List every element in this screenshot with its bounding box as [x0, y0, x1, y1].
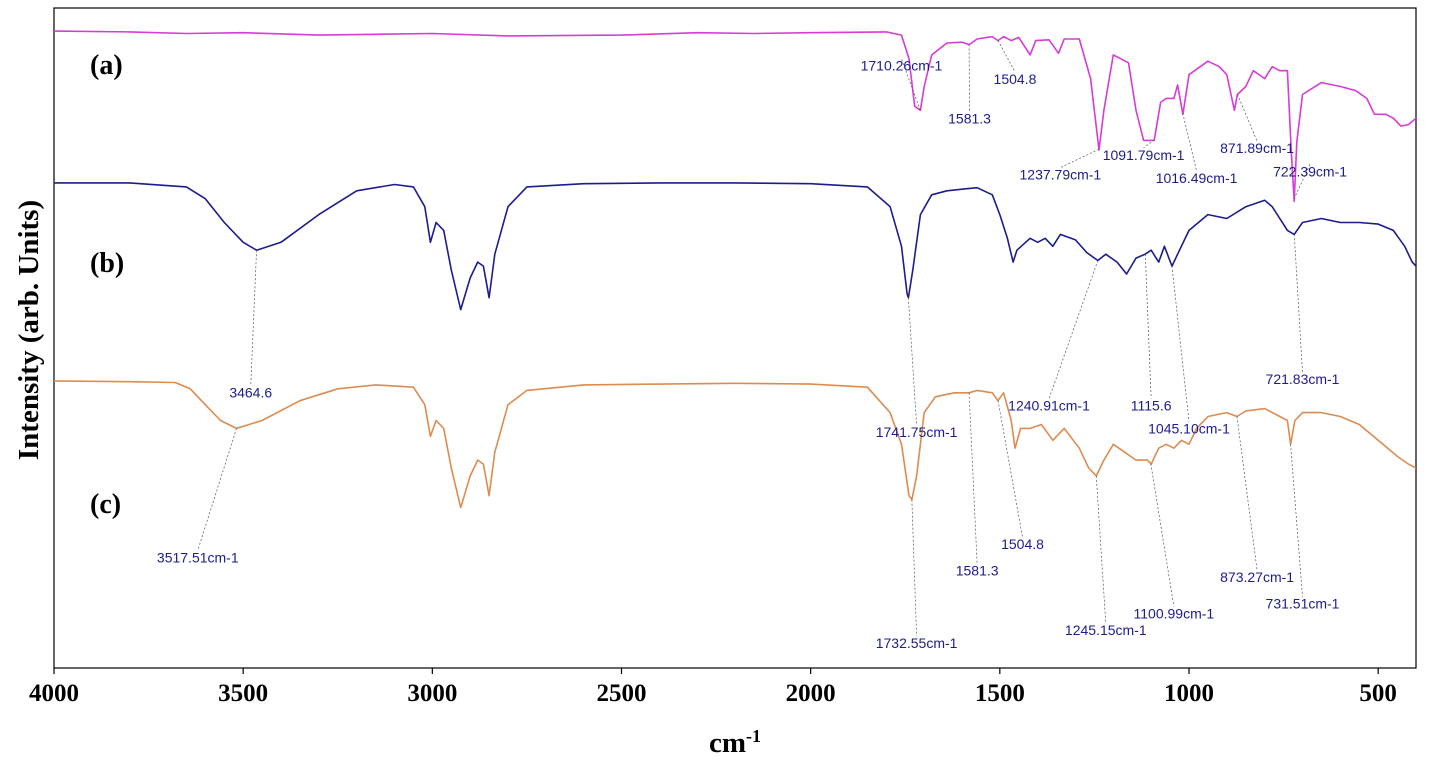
x-tick-label: 2000	[786, 680, 836, 707]
peak-label: 1741.75cm-1	[876, 424, 958, 440]
peak-leader-line	[1293, 234, 1303, 373]
peak-label: 1581.3	[948, 111, 991, 127]
peak-leader-line	[1182, 113, 1197, 171]
series-line-a	[53, 30, 1417, 203]
peak-leader-line	[250, 250, 257, 386]
x-tick-label: 1000	[1164, 680, 1214, 707]
peak-leader-line	[197, 428, 237, 551]
peak-label: 871.89cm-1	[1220, 140, 1294, 156]
peak-leader-line	[1290, 444, 1303, 597]
peak-label: 1504.8	[994, 71, 1037, 87]
peak-label: 1016.49cm-1	[1156, 170, 1238, 186]
peak-leader-line	[1095, 475, 1107, 624]
peak-label: 1091.79cm-1	[1103, 147, 1185, 163]
x-axis-title: cm-1	[709, 726, 761, 759]
y-axis-title: Intensity (arb. Units)	[13, 200, 45, 460]
peak-label: 722.39cm-1	[1273, 163, 1347, 179]
peak-leader-line	[1237, 94, 1258, 142]
peak-leader-line	[1144, 254, 1152, 399]
panel-label-a: (a)	[90, 50, 123, 81]
x-axis-title-superscript: -1	[746, 726, 761, 746]
x-axis-title-text: cm	[709, 727, 746, 759]
peak-label: 873.27cm-1	[1220, 569, 1294, 585]
peak-label: 1045.10cm-1	[1148, 421, 1230, 437]
x-tick-label: 500	[1359, 680, 1397, 707]
peak-leader-line	[1048, 260, 1099, 399]
series-line-c	[53, 380, 1417, 509]
peak-leader-line	[908, 297, 917, 426]
annotation-layer: 1710.26cm-11581.31504.81237.79cm-11091.7…	[157, 40, 1347, 651]
peak-label: 731.51cm-1	[1266, 596, 1340, 612]
peak-label: 1581.3	[956, 563, 999, 579]
peak-leader-line	[911, 499, 917, 637]
peak-label: 1504.8	[1001, 536, 1044, 552]
peak-label: 3464.6	[229, 384, 272, 400]
peak-leader-line	[997, 40, 1016, 73]
peak-leader-line	[901, 58, 921, 111]
peak-leader-line	[1171, 265, 1190, 422]
peak-leader-line	[997, 400, 1023, 538]
peak-label: 1732.55cm-1	[876, 635, 958, 651]
peak-leader-line	[1236, 416, 1258, 571]
peak-label: 1100.99cm-1	[1134, 606, 1215, 622]
peak-label: 1710.26cm-1	[861, 58, 943, 74]
x-axis: 4000 3500 3000 2500 2000 1500 1000 500	[29, 668, 1397, 707]
peak-label: 721.83cm-1	[1266, 371, 1340, 387]
peak-label: 3517.51cm-1	[157, 549, 239, 565]
x-tick-label: 3000	[407, 680, 457, 707]
peak-label: 1240.91cm-1	[1008, 398, 1090, 414]
peak-label: 1115.6	[1131, 398, 1172, 414]
peak-leader-line	[1150, 463, 1175, 607]
peak-leader-line	[968, 392, 978, 564]
x-tick-label: 4000	[29, 680, 79, 707]
series-line-b	[54, 182, 1417, 311]
panel-label-c: (c)	[90, 489, 121, 520]
series-layer	[53, 30, 1417, 509]
peak-label: 1245.15cm-1	[1065, 622, 1147, 638]
panel-labels: (a) (b) (c)	[90, 50, 124, 520]
peak-leader-line	[1060, 148, 1100, 168]
panel-label-b: (b)	[90, 248, 124, 279]
plot-frame	[53, 7, 1417, 669]
x-tick-label: 3500	[218, 680, 268, 707]
peak-label: 1237.79cm-1	[1020, 167, 1102, 183]
x-tick-label: 2500	[597, 680, 647, 707]
x-tick-label: 1500	[975, 680, 1025, 707]
